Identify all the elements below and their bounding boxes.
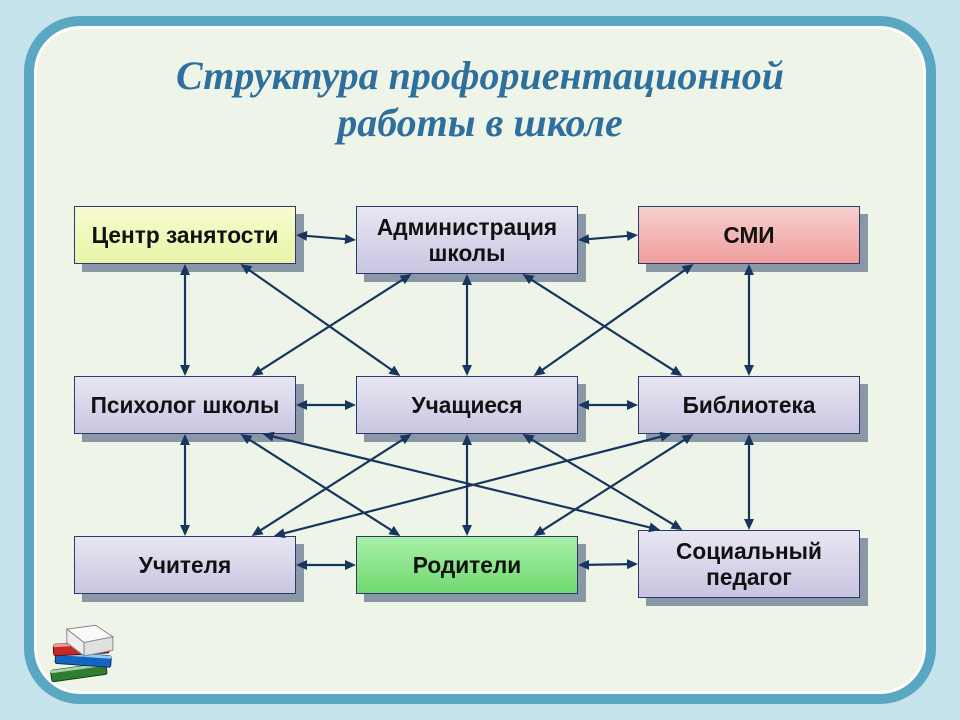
- node-label: Центр занятости: [92, 222, 279, 248]
- title-line1: Структура профориентационной: [0, 52, 960, 99]
- node-label: Родители: [413, 552, 521, 578]
- node-admin: Администрация школы: [356, 206, 578, 274]
- diagram-title: Структура профориентационнойработы в шко…: [0, 52, 960, 146]
- node-teachers: Учителя: [74, 536, 296, 594]
- node-library: Библиотека: [638, 376, 860, 434]
- node-label: СМИ: [723, 222, 774, 248]
- node-label: Психолог школы: [91, 392, 280, 418]
- node-label: Учащиеся: [411, 392, 522, 418]
- node-employment: Центр занятости: [74, 206, 296, 264]
- books-icon: [38, 608, 134, 704]
- node-label: Учителя: [139, 552, 231, 578]
- node-label: Администрация школы: [363, 214, 571, 266]
- node-students: Учащиеся: [356, 376, 578, 434]
- diagram-stage: Структура профориентационнойработы в шко…: [0, 0, 960, 720]
- node-label: Социальный педагог: [645, 538, 853, 590]
- node-media: СМИ: [638, 206, 860, 264]
- node-parents: Родители: [356, 536, 578, 594]
- node-social: Социальный педагог: [638, 530, 860, 598]
- title-line2: работы в школе: [0, 99, 960, 146]
- node-label: Библиотека: [683, 392, 816, 418]
- node-psych: Психолог школы: [74, 376, 296, 434]
